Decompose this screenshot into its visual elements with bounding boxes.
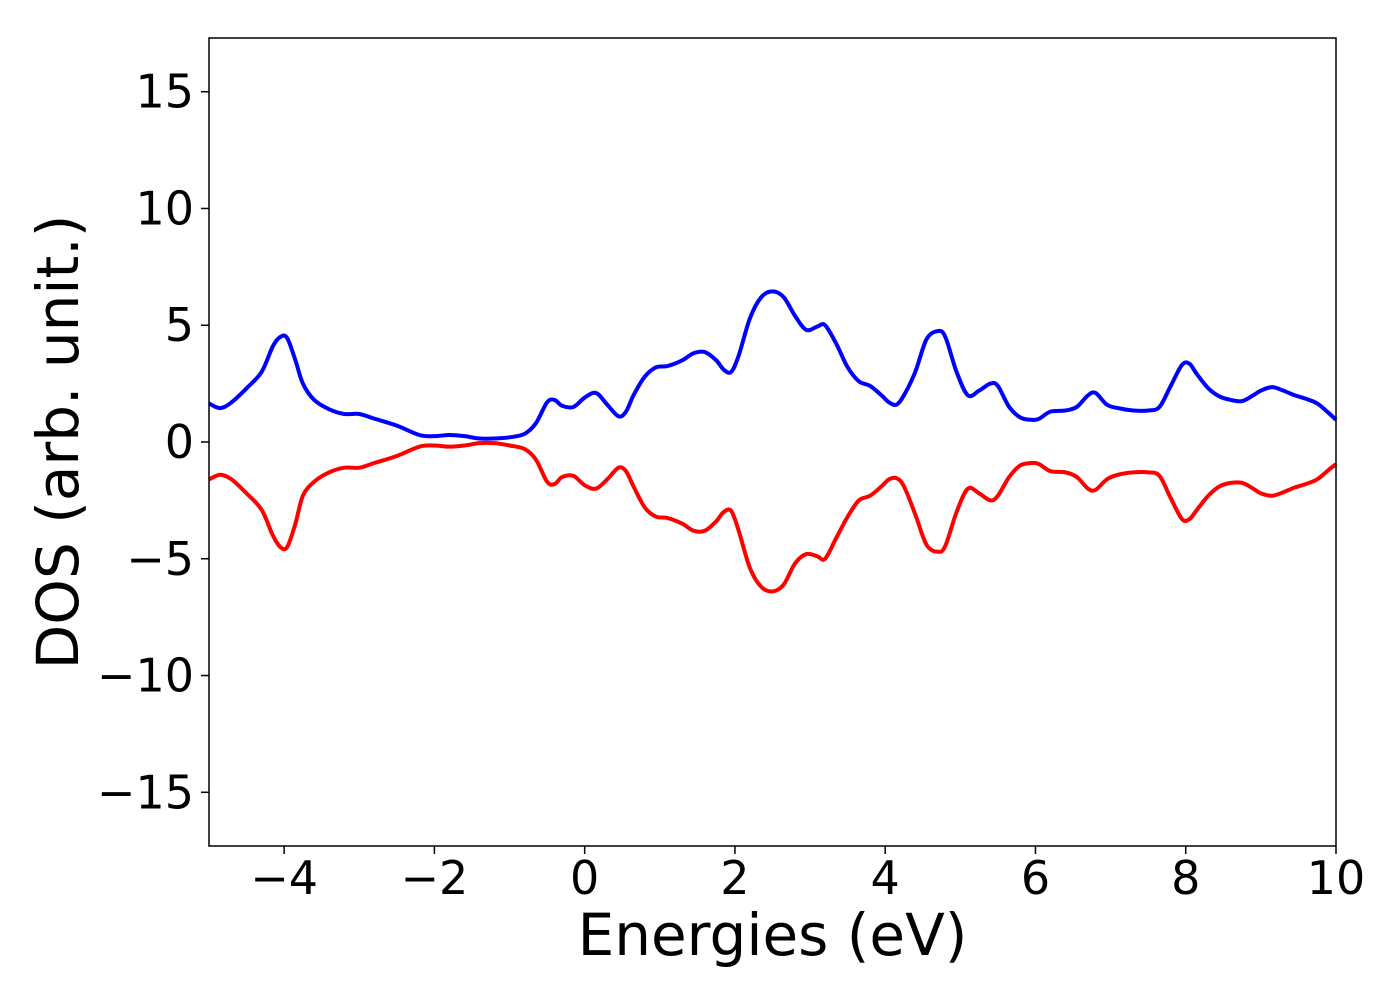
ticks-layer: −4 −2 0 2 4 6 8 10 15 10 5 0 −5 −10 −15 bbox=[97, 65, 1365, 905]
x-tick-label: 8 bbox=[1171, 851, 1200, 905]
plot-frame bbox=[208, 37, 1337, 847]
series-layer bbox=[208, 289, 1338, 594]
dos-series-line-1 bbox=[208, 289, 1338, 441]
y-tick-label: −5 bbox=[126, 532, 194, 586]
y-tick-label: −10 bbox=[97, 649, 194, 703]
y-tick-label: 10 bbox=[135, 181, 194, 235]
x-axis-label: Energies (eV) bbox=[578, 901, 968, 969]
x-tick-label: 2 bbox=[720, 851, 749, 905]
y-axis-label: DOS (arb. unit.) bbox=[24, 215, 92, 670]
x-tick-label: −4 bbox=[250, 851, 318, 905]
x-tick-label: 6 bbox=[1021, 851, 1050, 905]
y-tick-label: 5 bbox=[165, 298, 194, 352]
dos-series-line-2 bbox=[208, 440, 1338, 594]
y-tick-label: 15 bbox=[135, 65, 194, 119]
y-tick-label: −15 bbox=[97, 765, 194, 819]
x-tick-label: 10 bbox=[1307, 851, 1366, 905]
x-tick-label: 0 bbox=[570, 851, 599, 905]
y-tick-label: 0 bbox=[165, 415, 194, 469]
x-tick-label: 4 bbox=[871, 851, 900, 905]
x-tick-label: −2 bbox=[400, 851, 468, 905]
